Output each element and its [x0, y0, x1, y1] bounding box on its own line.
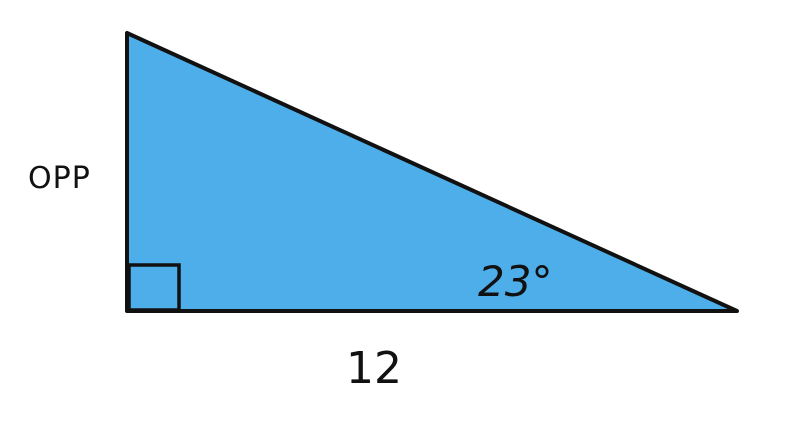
right-angle-marker [127, 263, 181, 312]
right-triangle [125, 31, 739, 313]
base-side-label: 12 [346, 343, 402, 394]
angle-label: 23° [478, 257, 552, 306]
opposite-side-label: OPP [28, 161, 91, 196]
